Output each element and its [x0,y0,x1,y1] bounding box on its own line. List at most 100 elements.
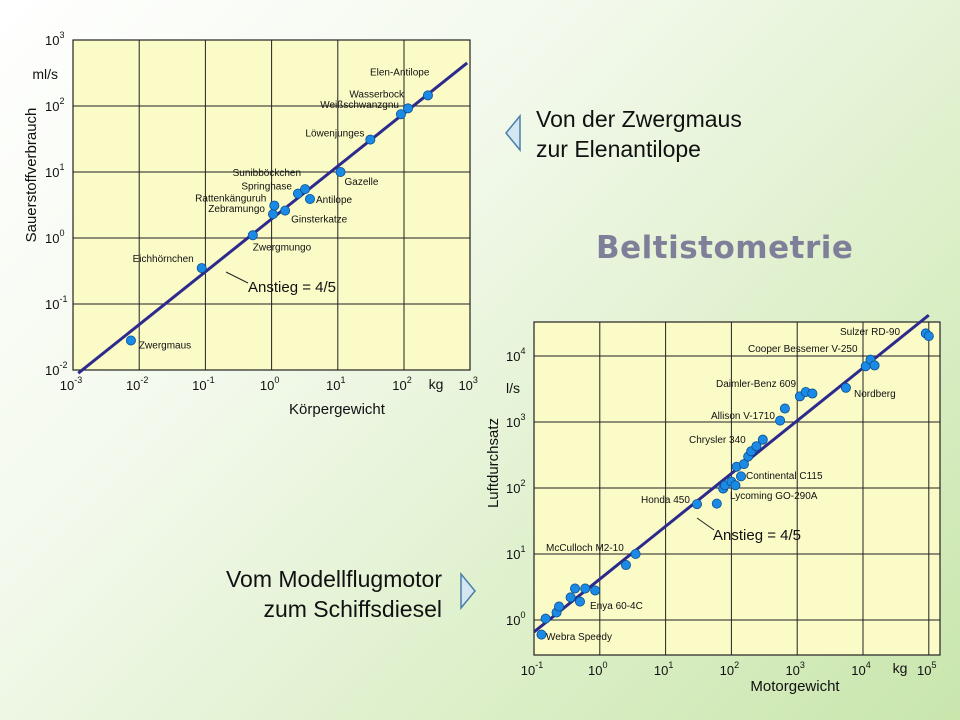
engine-chart-points [536,328,934,640]
engine-chart-data-point [736,471,747,482]
engine-chart-annotation-pointer [696,517,715,531]
animal-chart-data-point [304,193,315,204]
engine-chart-point-label: Daimler-Benz 609 [716,379,796,390]
animal-chart-data-point [395,109,406,120]
animal-chart-point-label: Zwergmaus [139,340,191,351]
engine-chart-point-label: Lycoming GO-290A [730,491,818,502]
engine-chart-x-label: Motorgewicht [750,678,840,695]
engine-chart-x-ticks: 10-1 100 101 102 103 104 105 [521,660,937,678]
animal-chart-y-unit: ml/s [32,66,58,82]
animal-chart-data-point [365,134,376,145]
animal-chart-y-tick-label: 101 [45,162,64,180]
animal-chart-data-point [125,335,136,346]
engine-chart-y-tick-label: 103 [506,412,525,430]
animal-chart-data-point [422,90,433,101]
engine-chart-data-point [620,560,631,571]
animal-chart-y-label: Sauerstoffverbrauch [23,108,40,243]
engine-chart-data-point [869,360,880,371]
animal-chart-point-label: Rattenkänguruh [195,194,266,205]
engine-chart-y-tick-label: 102 [506,478,525,496]
engine-chart-point-label: Chrysler 340 [689,435,746,446]
animal-chart-x-ticks: 10-3 10-2 10-1 100 101 102 103 [60,375,478,393]
animal-chart-y-tick-label: 100 [45,228,64,246]
engine-chart-data-point [590,585,601,596]
engine-chart-data-point [807,388,818,399]
engine-chart-y-tick-label: 104 [506,346,525,364]
animal-chart-y-tick-label: 10-1 [45,294,67,312]
animal-chart-data-point [403,103,414,114]
animal-chart-points [125,90,433,346]
animal-chart-y-tick-label: 102 [45,96,64,114]
animal-chart-x-unit: kg [429,376,444,392]
caption-bottom-line-2: zum Schiffsdiesel [263,596,442,622]
engine-chart-slope-annotation: Anstieg = 4/5 [713,527,801,544]
engine-chart-data-point [630,549,641,560]
animal-chart-x-tick-label: 103 [458,375,477,393]
animal-chart-slope-annotation: Anstieg = 4/5 [248,279,336,296]
engine-chart-point-label: Cooper Bessemer V-250 [748,344,858,355]
animal-chart-point-label: Zebramungo [208,204,265,215]
engine-chart-point-label: Allison V-1710 [711,411,775,422]
engine-chart-data-point [691,499,702,510]
right-pointing-arrow-icon [460,571,476,611]
page-title: Beltistometrie [596,230,854,266]
caption-top-line-2: zur Elenantilope [536,136,701,162]
engine-chart-data-point [554,601,565,612]
animal-chart-data-point [292,188,303,199]
animal-chart-point-label: Weißschwanzgnu [320,100,399,111]
engine-chart-point-label: Webra Speedy [546,632,612,643]
engine-chart-data-point [570,583,581,594]
caption-modellflugmotor-schiffsdiesel: Vom Modellflugmotor zum Schiffsdiesel [190,564,442,624]
animal-chart-x-tick-label: 102 [392,375,411,393]
engine-chart-point-labels: Webra Speedy Enya 60-4C McCulloch M2-10 Hon… [546,327,900,643]
engine-chart: 10-1 100 101 102 103 104 105 100 101 102 103 104 W… [485,313,941,695]
animal-chart-point-label: Antilope [316,195,353,206]
engine-chart-x-tick-label: 100 [588,660,607,678]
engine-chart-point-label: McCulloch M2-10 [546,543,624,554]
engine-chart-point-label: Honda 450 [641,495,690,506]
engine-chart-data-point [751,441,762,452]
animal-chart-y-ticks: 10-2 10-1 100 101 102 103 [45,30,67,378]
animal-chart-data-point [196,263,207,274]
engine-chart-data-point [738,459,749,470]
engine-chart-y-unit: l/s [506,380,520,396]
animal-chart-data-point [247,230,258,241]
animal-chart-point-label: Zwergmungo [253,242,312,253]
engine-chart-data-point [580,583,591,594]
animal-chart-x-tick-label: 101 [326,375,345,393]
animal-chart-point-label: Gazelle [345,177,379,188]
engine-chart-data-point [923,331,934,342]
engine-chart-data-point [757,434,768,445]
animal-chart: 10-3 10-2 10-1 100 101 102 103 10-210-11001011… [23,30,478,418]
animal-chart-annotation-pointer [225,271,249,284]
engine-chart-y-ticks: 100 101 102 103 104 [506,346,525,628]
engine-chart-x-tick-label: 10-1 [521,660,543,678]
caption-zwergmaus-elenantilope: Von der Zwergmaus zur Elenantilope [536,104,742,164]
engine-chart-data-point [711,498,722,509]
animal-chart-point-label: Ginsterkatze [291,215,348,226]
engine-chart-x-tick-label: 104 [851,660,870,678]
engine-chart-y-tick-label: 101 [506,544,525,562]
engine-chart-y-tick-label: 100 [506,610,525,628]
animal-chart-x-tick-label: 10-1 [192,375,214,393]
animal-chart-point-label: Eichhörnchen [133,254,194,265]
engine-chart-data-point [775,415,786,426]
animal-chart-data-point [268,209,279,220]
animal-chart-y-tick-label: 10-2 [45,360,67,378]
engine-chart-data-point [536,629,547,640]
animal-chart-point-label: Elen-Antilope [370,67,430,78]
animal-chart-data-point [269,200,280,211]
engine-chart-data-point [840,382,851,393]
engine-chart-data-point [540,613,551,624]
engine-chart-point-label: Enya 60-4C [590,601,643,612]
animal-chart-x-tick-label: 10-2 [126,375,148,393]
animal-chart-x-tick-label: 10-3 [60,375,82,393]
animal-chart-point-label: Löwenjunges [305,129,364,140]
engine-chart-data-point [779,403,790,414]
animal-chart-data-point [280,205,291,216]
engine-chart-x-tick-label: 103 [785,660,804,678]
animal-chart-data-point [300,184,311,195]
animal-chart-data-point [335,166,346,177]
left-pointing-arrow-icon [505,113,521,153]
engine-chart-point-label: Continental C115 [746,471,823,482]
